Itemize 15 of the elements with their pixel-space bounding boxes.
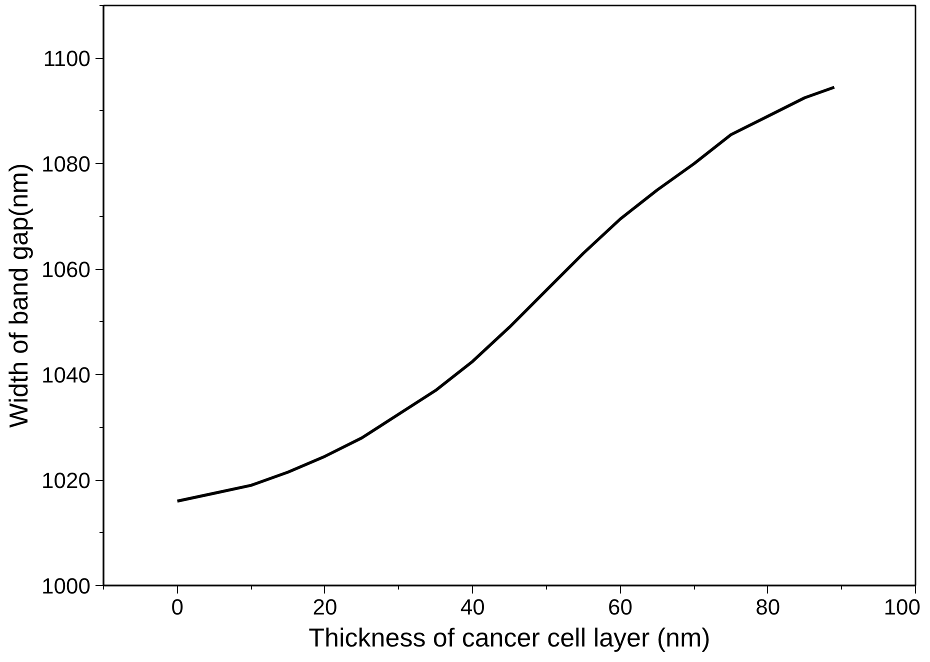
x-tick-label: 20 [312, 594, 338, 620]
y-tick-label: 1020 [42, 468, 91, 494]
y-tick-label: 1060 [42, 257, 91, 282]
x-axis-title: Thickness of cancer cell layer (nm) [308, 622, 710, 652]
y-tick-label: 1040 [42, 362, 91, 388]
line-series [176, 86, 836, 503]
y-tick-label: 1100 [43, 46, 91, 72]
x-tick-label: 0 [171, 594, 184, 620]
x-tick-label: 60 [608, 594, 632, 620]
x-tick-label: 100 [884, 594, 921, 620]
x-tick-label: 40 [460, 594, 485, 620]
y-axis-title: Width of band gap(nm) [4, 163, 34, 428]
x-tick-label: 80 [756, 594, 780, 620]
y-tick-label: 1000 [42, 574, 91, 598]
y-tick-label: 1080 [42, 152, 91, 177]
